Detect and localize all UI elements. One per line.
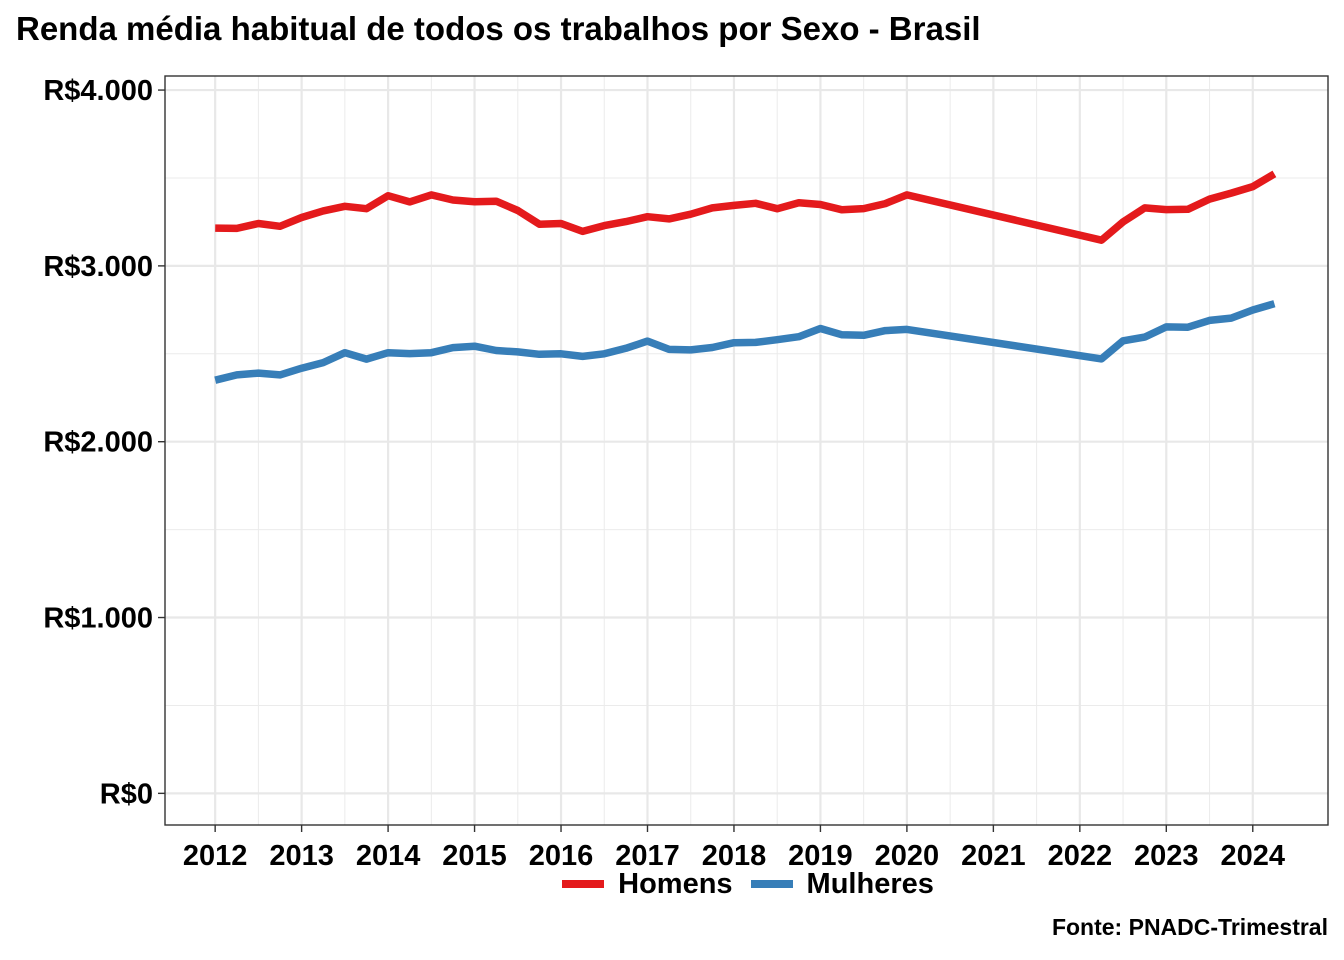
legend: Homens Mulheres [0, 864, 1344, 904]
series-lines [214, 170, 1277, 384]
x-tick-label: 2016 [529, 840, 594, 872]
legend-entry-mulheres: Mulheres [750, 867, 934, 901]
y-tick-label: R$0 [100, 778, 153, 810]
x-tick-label: 2024 [1221, 840, 1286, 872]
x-tick-label: 2022 [1048, 840, 1113, 872]
legend-key-mulheres [750, 880, 793, 888]
x-tick-label: 2012 [183, 840, 248, 872]
x-tick-label: 2018 [702, 840, 767, 872]
legend-label-mulheres: Mulheres [806, 867, 934, 900]
series-line-mulheres [214, 300, 1276, 384]
y-tick-label: R$2.000 [43, 427, 153, 459]
series-line-homens [215, 170, 1277, 244]
y-axis-tick-labels: R$0 R$1.000 R$2.000 R$3.000 R$4.000 [43, 75, 153, 810]
x-axis-tick-labels: 2012 2013 2014 2015 2016 2017 2018 2019 2020 2021… [183, 840, 1285, 872]
x-tick-label: 2017 [615, 840, 680, 872]
legend-entry-homens: Homens [562, 867, 733, 901]
y-tick-label: R$3.000 [43, 251, 153, 283]
x-tick-label: 2014 [356, 840, 421, 872]
y-tick-label: R$1.000 [43, 603, 153, 635]
axis-tick-marks [158, 89, 1254, 832]
chart-title: Renda média habitual de todos os trabalh… [16, 10, 981, 47]
legend-key-homens [562, 880, 605, 888]
x-tick-label: 2019 [788, 840, 853, 872]
x-tick-label: 2015 [442, 840, 507, 872]
x-tick-label: 2020 [875, 840, 940, 872]
major-gridlines [165, 76, 1328, 825]
x-tick-label: 2013 [269, 840, 334, 872]
plot-panel-border [164, 75, 1329, 826]
source-caption: Fonte: PNADC-Trimestral [1051, 914, 1328, 940]
y-tick-label: R$4.000 [43, 75, 153, 107]
x-tick-label: 2023 [1134, 840, 1199, 872]
legend-label-homens: Homens [618, 867, 733, 900]
x-tick-label: 2021 [961, 840, 1026, 872]
minor-gridlines [165, 76, 1328, 825]
